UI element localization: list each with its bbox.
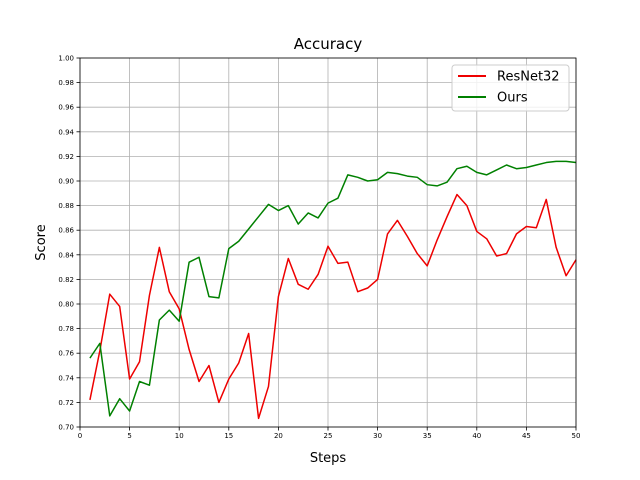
series-lines (89, 160, 577, 420)
y-tick-label: 0.80 (58, 301, 74, 309)
y-axis-title: Score (34, 224, 49, 260)
x-tick-label: 35 (423, 432, 432, 440)
x-axis-ticks: 0 5 10 15 20 25 30 35 40 45 50 (78, 427, 581, 440)
x-tick-label: 45 (522, 432, 531, 440)
series-line-resnet32 (89, 193, 577, 420)
legend-label-ours: Ours (497, 91, 528, 106)
x-tick-label: 50 (572, 432, 581, 440)
chart-title: Accuracy (294, 35, 363, 53)
y-tick-label: 0.88 (58, 202, 74, 210)
y-tick-label: 0.84 (58, 251, 74, 259)
x-tick-label: 10 (175, 432, 184, 440)
x-tick-label: 0 (78, 432, 82, 440)
y-tick-label: 0.94 (58, 128, 74, 136)
y-axis-ticks: 0.70 0.72 0.74 0.76 0.78 0.80 0.82 0.84 0.86 0.88… (58, 55, 80, 432)
y-tick-label: 0.78 (58, 325, 74, 333)
x-tick-label: 30 (373, 432, 382, 440)
x-tick-label: 5 (127, 432, 131, 440)
x-axis-title: Steps (310, 451, 347, 466)
x-tick-label: 25 (324, 432, 333, 440)
y-tick-label: 0.72 (58, 399, 74, 407)
series-line-ours (89, 160, 577, 417)
y-tick-label: 0.86 (58, 227, 74, 235)
x-tick-label: 40 (472, 432, 481, 440)
y-tick-label: 0.82 (58, 276, 74, 284)
legend: ResNet32 Ours (451, 64, 570, 112)
y-tick-label: 0.90 (58, 178, 74, 186)
y-tick-label: 0.96 (58, 104, 74, 112)
y-tick-label: 0.76 (58, 350, 74, 358)
y-tick-label: 0.92 (58, 153, 74, 161)
x-tick-label: 20 (274, 432, 283, 440)
legend-label-resnet32: ResNet32 (497, 70, 560, 85)
y-tick-label: 1.00 (58, 55, 74, 63)
y-tick-label: 0.74 (58, 374, 74, 382)
x-tick-label: 15 (224, 432, 233, 440)
y-tick-label: 0.70 (58, 424, 74, 432)
y-tick-label: 0.98 (58, 79, 74, 87)
